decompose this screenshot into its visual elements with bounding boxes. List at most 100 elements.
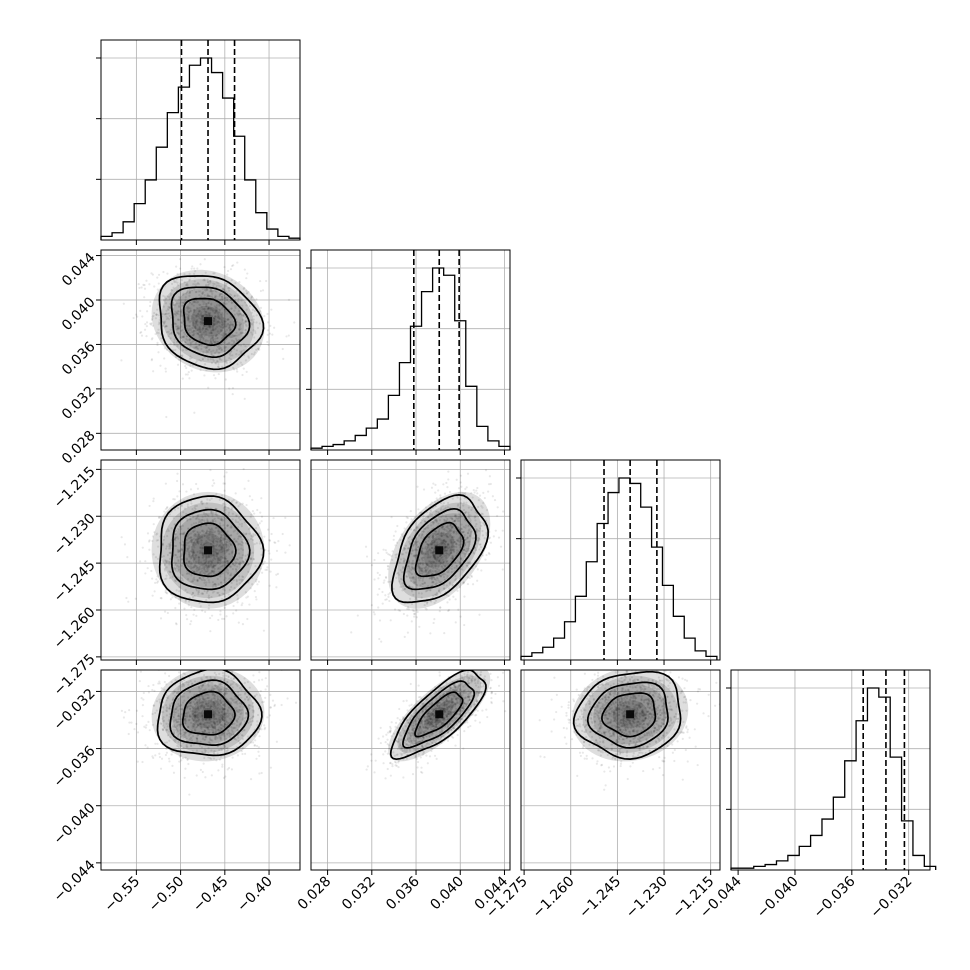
scatter-point xyxy=(445,549,449,552)
scatter-point xyxy=(452,548,456,551)
scatter-point xyxy=(251,538,255,541)
scatter-point xyxy=(153,311,156,315)
scatter-point xyxy=(212,323,215,326)
scatter-point xyxy=(410,620,413,623)
scatter-point xyxy=(457,516,460,519)
scatter-point xyxy=(176,495,179,498)
scatter-point xyxy=(444,565,447,568)
scatter-point xyxy=(428,548,432,551)
scatter-point xyxy=(455,566,458,569)
scatter-point xyxy=(253,653,255,655)
scatter-point xyxy=(186,550,189,553)
density-peak xyxy=(435,546,444,555)
scatter-point xyxy=(214,341,217,344)
scatter-point xyxy=(185,282,189,285)
scatter-point xyxy=(449,528,453,531)
scatter-point xyxy=(173,523,176,526)
scatter-point xyxy=(193,541,196,544)
scatter-point xyxy=(196,347,199,350)
scatter-point xyxy=(407,547,411,550)
scatter-point xyxy=(224,346,228,349)
scatter-point xyxy=(212,531,215,534)
scatter-point xyxy=(225,549,228,552)
scatter-point xyxy=(208,325,211,328)
scatter-point xyxy=(193,702,196,705)
scatter-point xyxy=(219,522,222,525)
scatter-point xyxy=(205,502,209,505)
scatter-point xyxy=(422,556,425,559)
scatter-point xyxy=(200,535,203,538)
scatter-point xyxy=(448,527,451,531)
scatter-point xyxy=(253,351,256,354)
scatter-point xyxy=(197,333,201,336)
scatter-point xyxy=(156,557,159,560)
scatter-point xyxy=(231,562,235,566)
scatter-point xyxy=(179,704,182,707)
scatter-point xyxy=(174,719,178,722)
scatter-point xyxy=(439,532,443,535)
scatter-point xyxy=(205,339,208,342)
scatter-point xyxy=(420,567,424,570)
scatter-point xyxy=(179,257,182,261)
scatter-point xyxy=(229,354,232,357)
scatter-point xyxy=(217,530,220,533)
scatter-point xyxy=(421,563,425,566)
scatter-point xyxy=(481,506,484,509)
scatter-point xyxy=(192,304,195,307)
scatter-point xyxy=(173,338,176,341)
scatter-point xyxy=(227,561,230,564)
scatter-point xyxy=(138,680,141,683)
scatter-point xyxy=(249,704,252,707)
scatter-point xyxy=(243,397,246,400)
scatter-point xyxy=(224,563,227,567)
scatter-point xyxy=(192,556,195,559)
scatter-point xyxy=(251,308,254,311)
scatter-point xyxy=(235,515,238,518)
scatter-point xyxy=(191,334,194,337)
scatter-point xyxy=(215,673,218,676)
scatter-point xyxy=(443,554,446,557)
scatter-point xyxy=(190,267,193,270)
scatter-point xyxy=(196,267,199,270)
scatter-point xyxy=(221,725,224,728)
scatter-point xyxy=(270,532,273,536)
scatter-point xyxy=(459,481,462,484)
scatter-point xyxy=(188,555,192,558)
scatter-point xyxy=(441,556,444,559)
scatter-point xyxy=(428,577,431,580)
scatter-point xyxy=(189,549,192,553)
scatter-point xyxy=(209,295,212,298)
scatter-point xyxy=(197,687,201,690)
scatter-point xyxy=(467,513,470,516)
scatter-point xyxy=(422,517,425,520)
scatter-point xyxy=(174,544,178,548)
scatter-point xyxy=(199,577,203,580)
scatter-point xyxy=(253,336,256,339)
scatter-point xyxy=(384,598,387,601)
scatter-point xyxy=(170,527,173,530)
scatter-point xyxy=(426,563,429,566)
scatter-point xyxy=(168,551,172,554)
scatter-point xyxy=(198,576,201,579)
scatter-point xyxy=(209,559,212,562)
scatter-point xyxy=(252,534,255,537)
contour-line xyxy=(170,286,251,359)
scatter-point xyxy=(217,558,220,562)
scatter-point xyxy=(197,533,200,536)
scatter-point xyxy=(220,358,223,361)
scatter-point xyxy=(160,757,164,760)
scatter-point xyxy=(223,341,226,344)
scatter-point xyxy=(445,560,449,563)
scatter-point xyxy=(227,714,230,717)
scatter-point xyxy=(443,587,446,590)
scatter-point xyxy=(419,576,422,580)
scatter-point xyxy=(476,492,479,495)
scatter-point xyxy=(215,325,219,328)
scatter-point xyxy=(191,508,194,511)
scatter-point xyxy=(217,315,221,318)
scatter-point xyxy=(216,577,219,581)
scatter-point xyxy=(240,556,243,559)
scatter-point xyxy=(186,547,189,551)
scatter-point xyxy=(229,323,232,326)
scatter-point xyxy=(452,531,455,534)
